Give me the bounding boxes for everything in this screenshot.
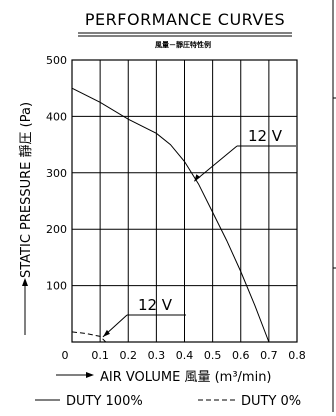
- x-tick-label: 0.8: [288, 349, 306, 362]
- annotation-leader-duty-100: [194, 145, 238, 182]
- y-tick-label: 100: [46, 280, 67, 293]
- y-axis-arrow-head: [22, 278, 28, 286]
- series-line-duty-100: [71, 87, 270, 343]
- x-tick-label: 0.5: [204, 349, 222, 362]
- legend-label-duty-100: DUTY 100%: [66, 394, 143, 409]
- legend-label-duty-0: DUTY 0%: [241, 394, 301, 409]
- x-tick-label: 0.6: [232, 349, 250, 362]
- y-tick-label: 400: [46, 110, 67, 123]
- legend: DUTY 100% DUTY 0%: [35, 394, 301, 409]
- x-axis-label: AIR VOLUME 風量 (m³/min): [100, 370, 272, 385]
- grid-layer: [71, 59, 298, 343]
- chart-subtitle: 風量－靜圧特性例: [154, 40, 211, 49]
- annotation-arrowhead-duty-100: [194, 174, 201, 182]
- tick-layer: 0 0.1 0.2 0.3 0.4 0.5 0.6 0.7 0.8 100 200 300 400 500: [46, 54, 306, 362]
- y-tick-label: 300: [46, 167, 67, 180]
- x-tick-label: 0.2: [120, 349, 138, 362]
- series-layer: [71, 87, 270, 343]
- annotation-layer: 12 V 12 V: [102, 127, 296, 338]
- y-axis-label: STATIC PRESSURE 靜圧 (Pa): [19, 102, 34, 278]
- x-tick-label: 0.3: [148, 349, 166, 362]
- x-axis-arrow-head: [86, 372, 94, 378]
- annotation-label-duty-100: 12 V: [248, 127, 283, 145]
- x-tick-label: 0.1: [91, 349, 109, 362]
- annotation-label-duty-0: 12 V: [138, 296, 173, 314]
- y-tick-label: 200: [46, 223, 67, 236]
- x-tick-label: 0: [62, 349, 69, 362]
- x-tick-label: 0.4: [176, 349, 194, 362]
- chart-title: PERFORMANCE CURVES: [85, 10, 285, 29]
- series-line-duty-0: [71, 331, 107, 343]
- annotation-arrowhead-duty-0: [102, 329, 110, 337]
- y-tick-label: 500: [46, 54, 67, 67]
- x-tick-label: 0.7: [260, 349, 278, 362]
